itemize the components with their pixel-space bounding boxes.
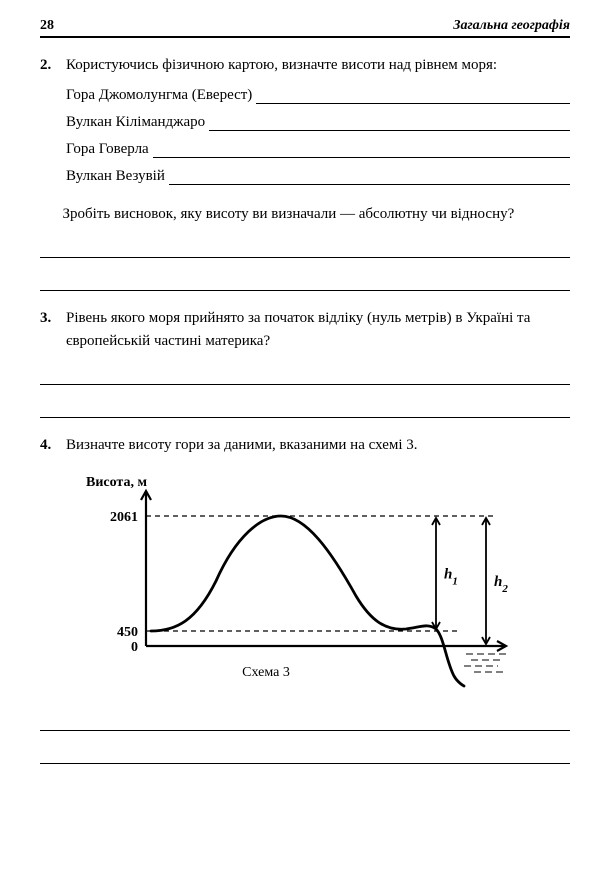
svg-text:h1: h1 <box>444 566 458 587</box>
q2-prompt: Користуючись фізичною картою, визначте в… <box>66 54 570 77</box>
page-number: 28 <box>40 18 54 34</box>
q2-conclusion: Зробіть висновок, яку висоту ви визначал… <box>40 203 570 226</box>
answer-line[interactable] <box>40 743 570 764</box>
svg-text:450: 450 <box>117 625 138 640</box>
fill-line: Гора Джомолунгма (Еверест) <box>66 87 570 104</box>
blank-line[interactable] <box>169 169 570 185</box>
q3-prompt: Рівень якого моря прийнято за початок ві… <box>66 307 570 352</box>
fill-line: Вулкан Кіліманджаро <box>66 114 570 131</box>
svg-text:h2: h2 <box>494 574 508 595</box>
chart-container: Висота, м 2061 4500 h1 h2 Схема 3 <box>66 471 570 706</box>
page: 28 Загальна географія 2. Користуючись фі… <box>0 0 600 875</box>
fill-line: Гора Говерла <box>66 141 570 158</box>
answer-line[interactable] <box>40 270 570 291</box>
fill-line: Вулкан Везувій <box>66 168 570 185</box>
answer-line[interactable] <box>40 397 570 418</box>
q2-items: Гора Джомолунгма (Еверест) Вулкан Кіліма… <box>66 87 570 185</box>
answer-line[interactable] <box>40 710 570 731</box>
blank-line[interactable] <box>153 142 570 158</box>
q4-prompt: Визначте висоту гори за даними, вказаним… <box>66 434 570 457</box>
svg-text:Висота, м: Висота, м <box>86 475 147 490</box>
item-label: Гора Говерла <box>66 141 149 158</box>
blank-line[interactable] <box>209 115 570 131</box>
answer-line[interactable] <box>40 364 570 385</box>
q3-number: 3. <box>40 307 66 330</box>
subject-title: Загальна географія <box>453 18 570 34</box>
page-header: 28 Загальна географія <box>40 18 570 38</box>
item-label: Вулкан Везувій <box>66 168 165 185</box>
svg-text:2061: 2061 <box>110 510 138 525</box>
item-label: Гора Джомолунгма (Еверест) <box>66 87 252 104</box>
question-3: 3. Рівень якого моря прийнято за початок… <box>40 307 570 352</box>
svg-text:Схема 3: Схема 3 <box>242 665 290 680</box>
answer-line[interactable] <box>40 237 570 258</box>
q4-number: 4. <box>40 434 66 457</box>
blank-line[interactable] <box>256 88 570 104</box>
mountain-diagram: Висота, м 2061 4500 h1 h2 Схема 3 <box>66 471 536 701</box>
svg-text:0: 0 <box>131 640 138 655</box>
question-2: 2. Користуючись фізичною картою, визначт… <box>40 54 570 77</box>
q2-number: 2. <box>40 54 66 77</box>
question-4: 4. Визначте висоту гори за даними, вказа… <box>40 434 570 457</box>
item-label: Вулкан Кіліманджаро <box>66 114 205 131</box>
